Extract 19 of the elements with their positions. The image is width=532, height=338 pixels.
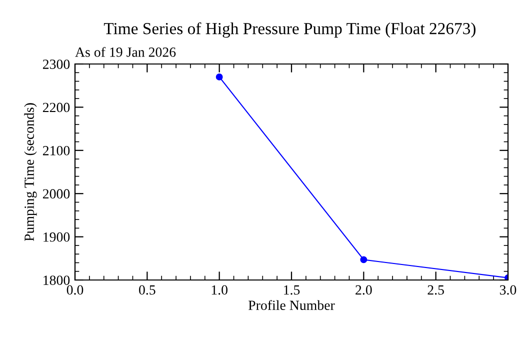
chart-title: Time Series of High Pressure Pump Time (Float 22673) bbox=[104, 22, 476, 38]
y-tick-label: 1800 bbox=[44, 276, 70, 285]
x-tick-label: 0.0 bbox=[66, 285, 84, 295]
x-tick-label: 2.0 bbox=[356, 285, 372, 295]
point bbox=[216, 73, 223, 80]
point bbox=[360, 256, 368, 264]
x-tick-label: 0.5 bbox=[139, 285, 156, 295]
x-tick-label: 2.5 bbox=[428, 285, 444, 295]
x-tick-label: 3.0 bbox=[500, 285, 516, 295]
x-axis-title: Profile Number bbox=[248, 300, 335, 310]
x-tick-label: 1.5 bbox=[284, 285, 300, 295]
y-tick-label: 2000 bbox=[42, 189, 70, 199]
y-tick-label: 2200 bbox=[42, 102, 70, 112]
chart-subtitle: As of 19 Jan 2026 bbox=[75, 46, 176, 57]
y-axis-title: Pumping Time (seconds) bbox=[24, 103, 37, 242]
x-tick-label: 1.0 bbox=[212, 285, 228, 295]
y-tick-label: 2100 bbox=[42, 146, 70, 156]
y-tick-label: 1900 bbox=[44, 232, 70, 242]
y-tick-label: 2300 bbox=[42, 60, 70, 69]
